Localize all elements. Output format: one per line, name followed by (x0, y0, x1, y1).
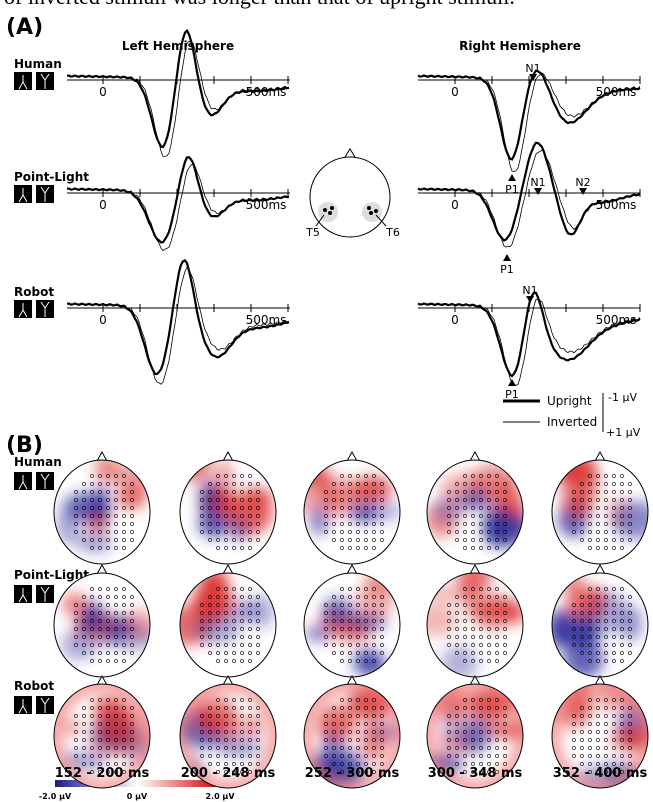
peak-label: P1 (500, 263, 514, 276)
row-label: Point-Light (14, 170, 89, 184)
peak-marker (503, 254, 511, 261)
panel-label: (A) (6, 15, 43, 40)
colorbar-label: 2.0 μV (205, 792, 235, 801)
axis-label: 0 (451, 85, 459, 99)
page: { "top_text": "of inverted stimuli was l… (0, 0, 653, 802)
scale-label: -1 μV (608, 391, 637, 404)
blob (309, 507, 328, 536)
peak-label: N1 (522, 284, 537, 297)
blob (305, 626, 330, 642)
cut-text: of inverted stimuli was longer than that… (4, 0, 515, 9)
row-label: Robot (14, 679, 54, 693)
axis-label: 0 (451, 313, 459, 327)
blob (585, 585, 606, 611)
blob (181, 447, 210, 482)
blob (472, 464, 517, 497)
row-label: Human (14, 57, 62, 71)
peak-label: P1 (505, 183, 519, 196)
row-label: Robot (14, 285, 54, 299)
blob (578, 460, 599, 502)
blob (414, 603, 458, 637)
blob (122, 608, 158, 639)
axis-label: 0 (99, 313, 107, 327)
blob (563, 572, 584, 596)
electrode-label: T5 (305, 226, 320, 239)
waveform-inverted (418, 299, 640, 385)
blob (233, 601, 257, 620)
legend-label: Upright (547, 394, 592, 408)
peak-label: N1 (530, 176, 545, 189)
blob (217, 736, 262, 757)
axis-label: 0 (99, 198, 107, 212)
blob (441, 645, 478, 681)
row-label: Human (14, 455, 62, 469)
peak-label: P1 (505, 388, 519, 401)
window-label: 300 - 348 ms (428, 766, 523, 781)
window-label: 352 - 400 ms (553, 766, 648, 781)
peak-label: N2 (575, 176, 590, 189)
window-label: 252 - 300 ms (305, 766, 400, 781)
peak-label: N1 (525, 62, 540, 75)
window-label: 152 - 200 ms (55, 766, 150, 781)
head-diagram (310, 149, 390, 237)
blob (89, 733, 136, 756)
waveform-upright (418, 293, 640, 376)
window-label: 200 - 248 ms (181, 766, 276, 781)
legend-label: Inverted (547, 415, 597, 429)
colorbar-label: -2.0 μV (39, 792, 72, 801)
left-title: Left Hemisphere (122, 39, 234, 53)
peak-marker (508, 174, 516, 181)
scale-label: +1 μV (606, 426, 641, 439)
blob (61, 630, 98, 660)
blob (68, 493, 109, 519)
right-title: Right Hemisphere (459, 39, 581, 53)
figure: of inverted stimuli was longer than that… (0, 0, 653, 802)
peak-marker (508, 379, 516, 386)
axis-label: 0 (99, 85, 107, 99)
peak-marker (534, 188, 542, 195)
blob (245, 715, 261, 737)
axis-label: 0 (451, 198, 459, 212)
colorbar-label: 0 μV (127, 792, 148, 801)
blob (320, 479, 365, 510)
blob (114, 462, 158, 491)
peak-marker (579, 188, 587, 195)
electrode-label: T6 (385, 226, 400, 239)
peak-marker (526, 296, 534, 303)
blob (198, 714, 242, 736)
